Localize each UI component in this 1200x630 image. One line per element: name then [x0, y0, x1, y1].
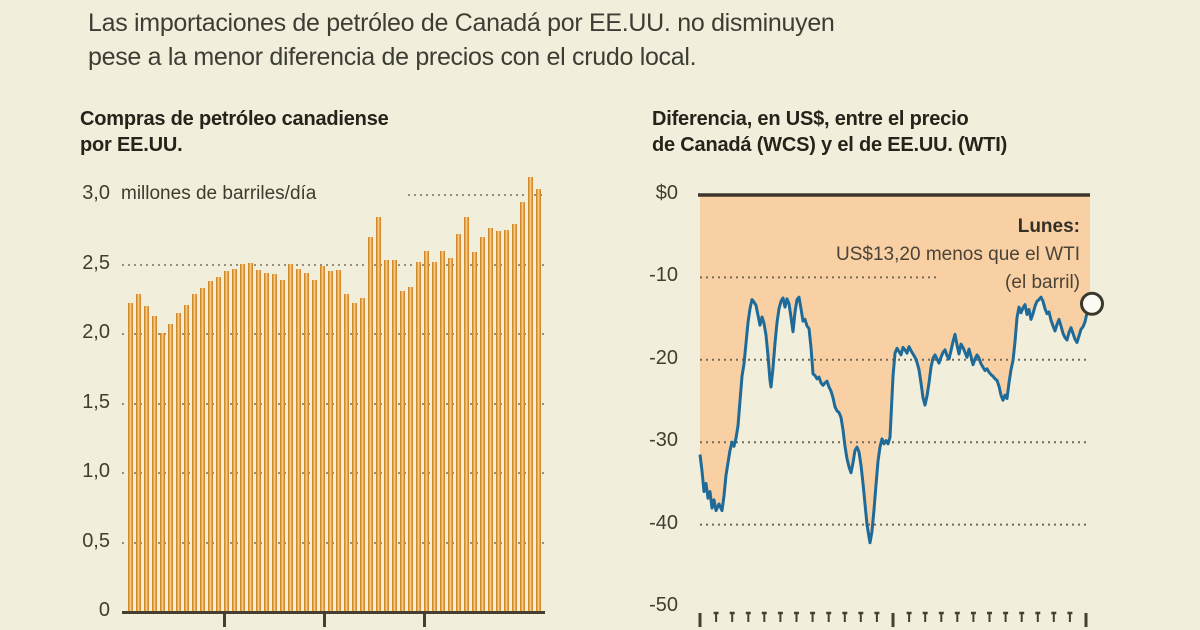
bar [352, 303, 357, 612]
line-chart-annotation: Lunes: US$13,20 menos que el WTI (el bar… [836, 213, 1080, 297]
bar-chart-y-label: 0,5 [82, 529, 110, 552]
headline-line1: Las importaciones de petróleo de Canadá … [88, 9, 835, 37]
headline: Las importaciones de petróleo de Canadá … [88, 6, 835, 74]
bar-chart-x-tick [423, 614, 426, 627]
bar [176, 313, 181, 612]
line-chart-title-line2: de Canadá (WCS) y el de EE.UU. (WTI) [652, 134, 1008, 156]
bar [256, 270, 261, 612]
bar [128, 303, 133, 612]
annotation-line1: US$13,20 menos que el WTI [836, 244, 1080, 265]
bar-chart-gridline [122, 333, 545, 335]
line-chart-y-label: $0 [655, 182, 678, 204]
bar [240, 264, 245, 612]
bar [280, 280, 285, 612]
bar [248, 263, 253, 612]
bar [536, 189, 541, 612]
bar [320, 266, 325, 612]
bar-chart-gridline [122, 402, 545, 405]
bar [504, 230, 509, 612]
line-chart-y-label: -50 [649, 594, 678, 616]
bar [288, 264, 293, 612]
line-chart-title: Diferencia, en US$, entre el precio de C… [652, 106, 1007, 158]
bar [480, 237, 485, 612]
bar [216, 277, 221, 612]
bar-chart-title-line1: Compras de petróleo canadiense [80, 108, 389, 130]
bar [272, 274, 277, 612]
annotation-title: Lunes: [1017, 216, 1080, 237]
bar [336, 270, 341, 612]
line-chart-x-axis-ticks [698, 611, 1088, 627]
bar-chart-gridline [408, 194, 545, 196]
bar [416, 262, 421, 612]
bar-chart-gridline [122, 263, 545, 266]
headline-line2: pese a la menor diferencia de precios co… [88, 43, 697, 71]
bar [440, 251, 445, 612]
bar [192, 294, 197, 612]
bar [344, 294, 349, 612]
bar [232, 269, 237, 612]
bar-chart-gridline [122, 541, 545, 544]
bar-chart-y-label: 2,5 [82, 251, 110, 274]
bar [376, 217, 381, 612]
bar [328, 271, 333, 612]
line-chart-y-label: -10 [649, 264, 678, 287]
bar [184, 305, 189, 612]
bar-chart-baseline [122, 611, 545, 614]
bar [528, 177, 533, 612]
bar [424, 251, 429, 612]
bar [520, 202, 525, 612]
bar-chart-x-tick [223, 614, 226, 627]
bar [408, 287, 413, 612]
bar-chart-y-label: 1,0 [82, 460, 110, 482]
bar [464, 217, 469, 612]
bar [160, 333, 165, 612]
bar [488, 228, 493, 612]
line-chart-y-label: -40 [649, 511, 678, 534]
annotation-line2: (el barril) [1005, 272, 1080, 293]
bar-chart-y-label: 0 [98, 599, 110, 621]
bar [456, 234, 461, 612]
area-fill [700, 195, 1090, 543]
bar [304, 273, 309, 612]
bar [360, 298, 365, 612]
wcs-wti-spread-line [698, 295, 1090, 545]
bar [496, 231, 501, 612]
bar [224, 271, 229, 612]
bar [168, 324, 173, 612]
line-chart-title-line1: Diferencia, en US$, entre el precio [652, 108, 969, 130]
line-chart-y-label: -30 [649, 429, 678, 452]
bar [512, 224, 517, 612]
bar [368, 237, 373, 612]
bar [264, 273, 269, 612]
bar [400, 291, 405, 612]
bar [136, 294, 141, 612]
bar [448, 258, 453, 612]
bar [312, 280, 317, 612]
bar-chart-title-line2: por EE.UU. [80, 134, 183, 156]
bar [208, 281, 213, 612]
bar [432, 262, 437, 612]
bar [200, 288, 205, 612]
bar-chart-y-label: 1,5 [82, 390, 110, 413]
bar [144, 306, 149, 612]
bar-chart-gridline [122, 472, 545, 474]
last-value-marker [1080, 291, 1104, 316]
bar-chart-y-label: 3,0 [82, 182, 110, 204]
bar [152, 316, 157, 612]
bar-chart-x-tick [323, 614, 326, 627]
line-chart-y-label: -20 [649, 346, 678, 369]
bar [392, 260, 397, 612]
bar-chart-y-label: 2,0 [82, 321, 110, 343]
bar [472, 252, 477, 612]
bar [296, 269, 301, 612]
bar [384, 260, 389, 612]
bar-chart-title: Compras de petróleo canadiense por EE.UU… [80, 106, 389, 158]
bar-chart-unit-label: millones de barriles/día [121, 183, 317, 204]
